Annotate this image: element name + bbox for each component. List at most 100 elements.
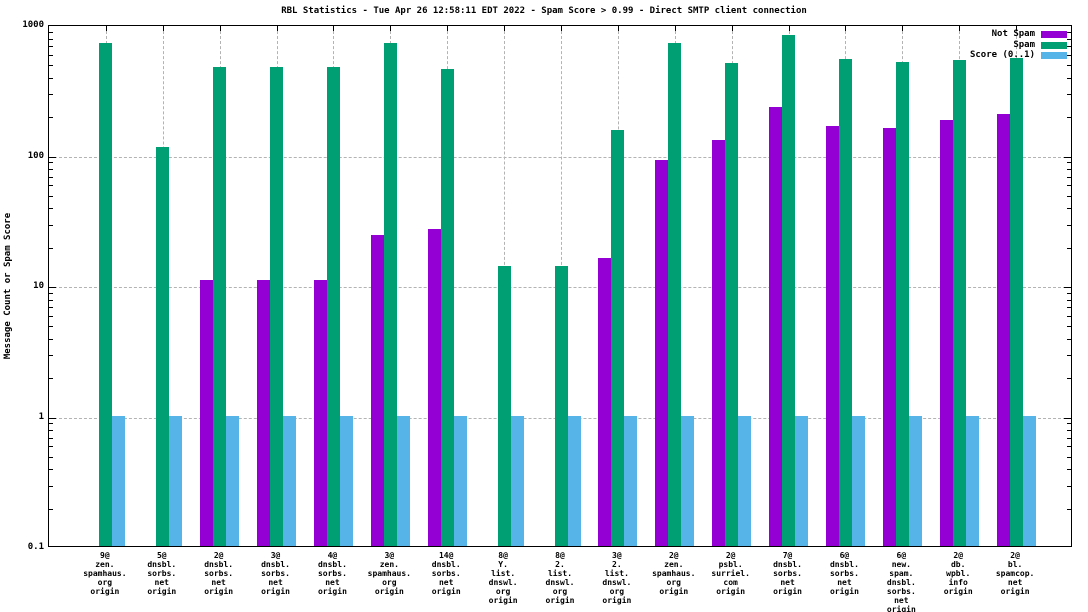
y-axis-tick xyxy=(49,326,53,328)
x-tick-label-line: origin xyxy=(488,596,518,605)
x-tick-label-line: sorbs. xyxy=(886,587,916,596)
x-tick-label-line: dnsbl. xyxy=(147,560,177,569)
bar-spam xyxy=(668,42,682,546)
x-tick-label-line: org xyxy=(97,578,113,587)
y-axis-tick xyxy=(49,77,53,79)
bar-score-0-1 xyxy=(169,415,183,546)
x-tick-label-line: 6@ xyxy=(839,551,850,560)
y-axis-tick xyxy=(49,469,53,471)
x-axis-tick xyxy=(617,26,619,31)
bar-not-spam xyxy=(313,279,327,546)
x-tick-label-line: dnsbl. xyxy=(261,560,290,569)
bar-not-spam xyxy=(825,126,839,546)
bar-score-0-1 xyxy=(453,415,467,546)
y-axis-tick xyxy=(1067,430,1071,432)
y-axis-tick xyxy=(1067,77,1071,79)
y-axis-tick xyxy=(49,169,53,171)
bar-not-spam xyxy=(598,258,612,546)
y-axis-tick xyxy=(49,38,53,40)
y-axis-tick xyxy=(49,446,53,448)
x-axis-tick xyxy=(788,26,790,31)
legend-entry: Score (0..1) xyxy=(970,51,1067,60)
bar-spam xyxy=(1009,58,1023,546)
x-tick-label-line: net xyxy=(325,578,340,587)
bar-score-0-1 xyxy=(624,415,638,546)
y-axis-tick xyxy=(1067,326,1071,328)
y-axis-tick xyxy=(49,46,53,48)
x-tick-label: 2@ bl. spamcop. net origin xyxy=(987,551,1043,596)
x-tick-label-line: dnsbl. xyxy=(886,578,916,587)
y-axis-tick xyxy=(1067,195,1071,197)
x-tick-label-line: dnsbl. xyxy=(773,560,802,569)
y-axis-tick xyxy=(49,31,53,33)
x-tick-label-line: net xyxy=(211,578,226,587)
y-axis-tick xyxy=(1067,338,1071,340)
x-tick-label-line: sorbs. xyxy=(317,569,347,578)
x-tick-label-line: 3@ xyxy=(270,551,281,560)
x-tick-label-line: 2@ xyxy=(213,551,224,560)
x-tick-label-line: org xyxy=(495,587,511,596)
x-tick-label: 6@ dnsbl. sorbs. net origin xyxy=(816,551,872,596)
x-tick-label-line: list. xyxy=(604,569,629,578)
bar-spam xyxy=(497,265,511,546)
bar-spam xyxy=(725,63,739,546)
y-axis-tick xyxy=(1067,446,1071,448)
y-axis-tick xyxy=(1067,117,1071,119)
bar-spam xyxy=(213,66,227,546)
y-axis-tick xyxy=(49,378,53,380)
y-axis-tick xyxy=(1067,176,1071,178)
bar-spam xyxy=(326,66,340,546)
x-tick-label-line: info xyxy=(948,578,968,587)
bar-score-0-1 xyxy=(226,415,240,546)
x-axis-tick xyxy=(447,26,449,31)
x-tick-label-line: origin xyxy=(431,587,461,596)
y-axis-tick xyxy=(1067,38,1071,40)
x-axis-labels: 9@ zen. spamhaus. org origin 5@ dnsbl. sorbs. ne… xyxy=(48,551,1072,612)
y-axis-tick xyxy=(49,307,53,309)
y-axis-tick xyxy=(49,437,53,439)
y-axis-tick xyxy=(49,315,53,317)
y-axis-tick xyxy=(49,508,53,510)
chart-title: RBL Statistics - Tue Apr 26 12:58:11 EDT… xyxy=(281,6,807,16)
x-tick-label-line: sorbs. xyxy=(261,569,290,578)
x-tick-label-line: dnsbl. xyxy=(829,560,859,569)
y-axis-tick-labels: 1000 100 10 1 0.1 xyxy=(0,0,44,612)
y-axis-tick xyxy=(49,185,53,187)
y-axis-tick xyxy=(49,299,53,301)
x-tick-label-line: spamhaus. xyxy=(83,569,127,578)
y-axis-tick xyxy=(1067,485,1071,487)
bar-not-spam xyxy=(257,279,271,546)
x-axis-tick xyxy=(219,26,221,31)
bar-not-spam xyxy=(655,160,669,546)
plot-area: Not Spam Spam Score (0..1) xyxy=(48,25,1072,547)
x-tick-label-line: new. xyxy=(891,560,911,569)
bar-score-0-1 xyxy=(851,415,865,546)
x-tick-label-line: list. xyxy=(491,569,516,578)
bar-spam xyxy=(440,69,454,546)
x-tick-label-line: dnsbl. xyxy=(431,560,461,569)
y-axis-tick xyxy=(49,54,53,56)
y-axis-tick xyxy=(1064,287,1071,288)
x-tick-label: 2@ dnsbl. sorbs. net origin xyxy=(191,551,247,596)
x-tick-label: 3@ dnsbl. sorbs. net origin xyxy=(248,551,304,596)
x-tick-label-line: origin xyxy=(90,587,120,596)
y-axis-tick xyxy=(1067,65,1071,67)
bar-score-0-1 xyxy=(1022,415,1036,546)
x-tick-label-line: 6@ xyxy=(896,551,907,560)
y-axis-tick xyxy=(49,485,53,487)
x-tick-label-line: origin xyxy=(1000,587,1030,596)
y-axis-tick xyxy=(1067,299,1071,301)
legend-label-spam: Spam xyxy=(1013,39,1035,50)
x-tick-label-line: origin xyxy=(374,587,404,596)
y-axis-tick xyxy=(49,65,53,67)
x-axis-tick xyxy=(561,26,562,31)
x-tick-label: 14@ dnsbl. sorbs. net origin xyxy=(418,551,474,596)
x-tick-label-line: 14@ xyxy=(438,551,454,560)
legend-swatch-not-spam xyxy=(1041,31,1067,38)
bar-spam xyxy=(611,129,625,546)
x-tick-label-line: origin xyxy=(545,596,575,605)
y-axis-tick xyxy=(1067,46,1071,48)
legend-swatch-score-0-1 xyxy=(1041,52,1067,59)
bar-not-spam xyxy=(882,127,896,546)
y-tick-label: 10 xyxy=(33,281,44,291)
